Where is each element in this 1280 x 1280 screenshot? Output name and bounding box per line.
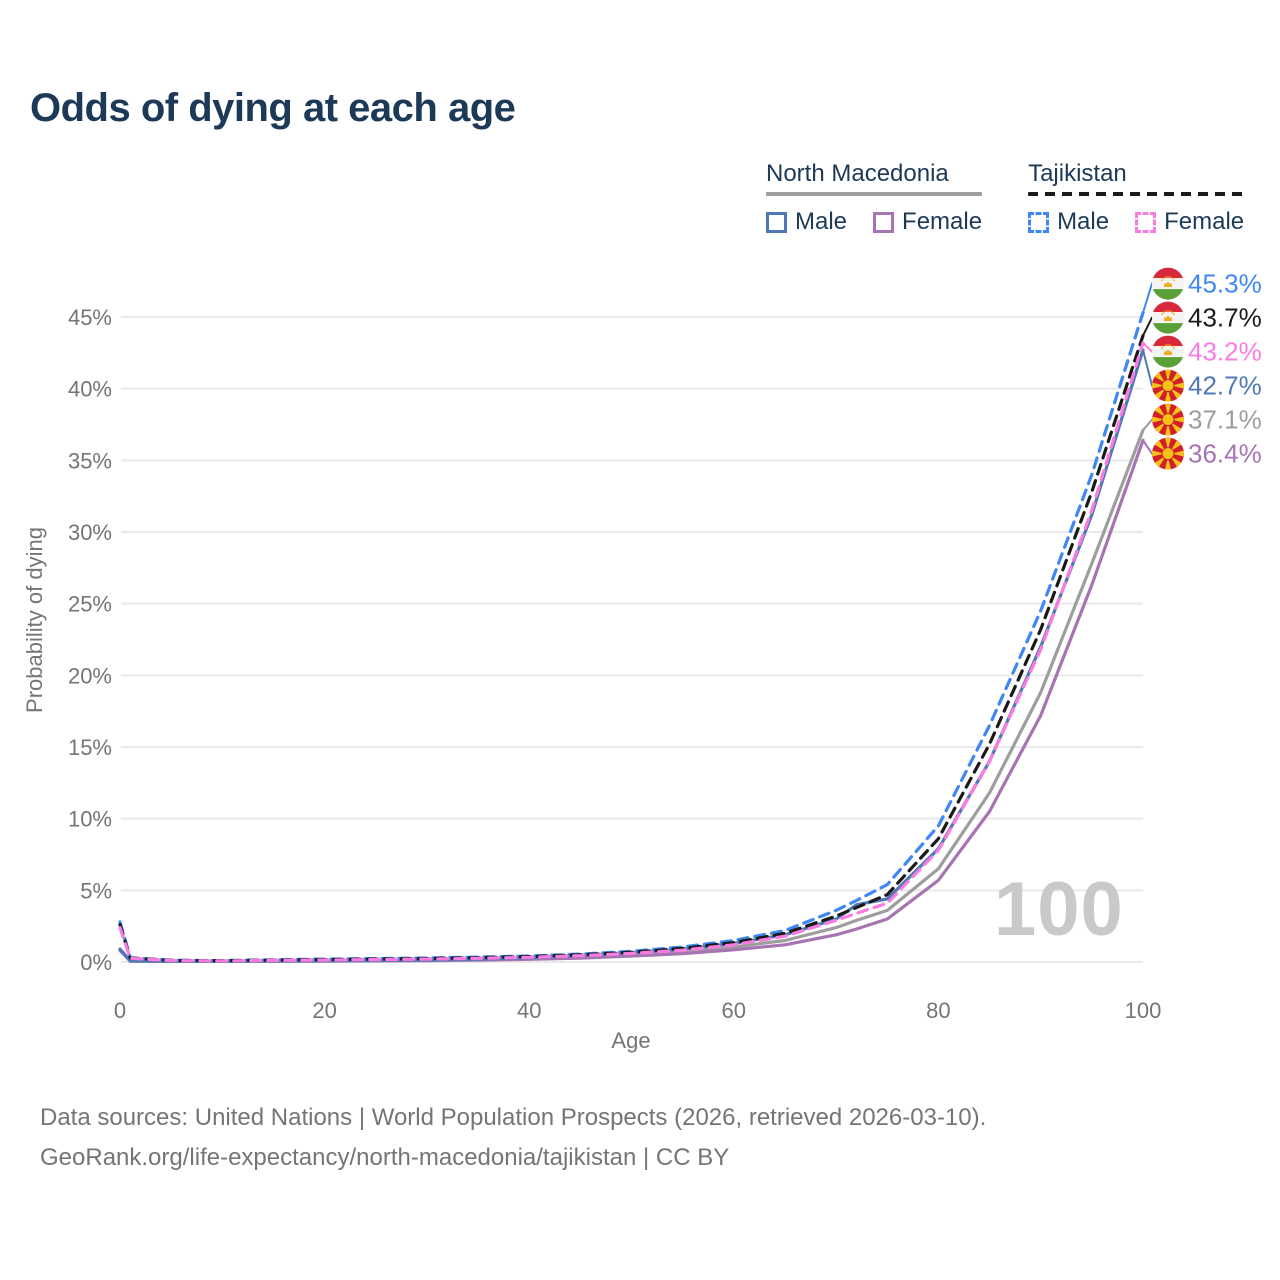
y-tick-label: 35% <box>68 448 112 473</box>
legend-item-tajikistan-female[interactable]: Female <box>1135 208 1244 236</box>
legend-item-north-macedonia-female[interactable]: Female <box>873 208 982 236</box>
legend-swatch-north-macedonia-female <box>873 211 895 233</box>
legend-item-label: Female <box>1164 208 1245 235</box>
y-tick-label: 10% <box>68 807 112 832</box>
y-axis-title: Probability of dying <box>22 527 47 713</box>
legend-line-style-north-macedonia <box>766 192 983 196</box>
flag-north-macedonia-icon <box>1152 437 1184 470</box>
gridlines: 0% 5% 10% 15% 20% 25% 30% 35% 40% 45% 0 20 40 60 80 100 <box>68 305 1161 1023</box>
end-value-label-north-macedonia-male: 42.7% <box>1188 371 1262 401</box>
page-title: Odds of dying at each age <box>30 86 516 130</box>
line-tajikistan-male[interactable] <box>118 311 1145 963</box>
x-tick-label: 20 <box>312 998 336 1023</box>
age-counter-watermark: 100 <box>994 867 1124 952</box>
source-line-1: Data sources: United Nations | World Pop… <box>40 1104 987 1131</box>
x-tick-label: 60 <box>722 998 746 1023</box>
x-tick-label: 100 <box>1125 998 1162 1023</box>
end-value-label-tajikistan-male: 45.3% <box>1188 269 1262 299</box>
line-tajikistan-female[interactable] <box>118 341 1145 963</box>
flag-tajikistan-icon <box>1152 301 1184 334</box>
data-source-note: Data sources: United Nations | World Pop… <box>40 1098 986 1178</box>
end-labels: 45.3% 43.7% 43.2% 42.7% 37.1% 36.4% <box>1142 267 1262 470</box>
legend-group-tajikistan: Tajikistan Male Female <box>1028 160 1245 236</box>
legend-item-label: Male <box>795 208 848 235</box>
legend: North Macedonia Male Female Tajikistan M… <box>766 160 1245 236</box>
legend-swatch-north-macedonia-male <box>766 211 787 233</box>
x-tick-label: 40 <box>517 998 541 1023</box>
line-north-macedonia-male[interactable] <box>118 348 1145 963</box>
flag-north-macedonia-icon <box>1152 369 1184 402</box>
legend-item-tajikistan-male[interactable]: Male <box>1028 208 1109 236</box>
x-axis-title: Age <box>611 1028 650 1053</box>
y-tick-label: 30% <box>68 520 112 545</box>
legend-swatch-tajikistan-female <box>1135 211 1157 233</box>
legend-swatch-tajikistan-male <box>1028 211 1050 233</box>
y-tick-label: 15% <box>68 735 112 760</box>
legend-item-north-macedonia-male[interactable]: Male <box>766 208 847 236</box>
y-tick-label: 45% <box>68 305 112 330</box>
end-value-label-north-macedonia-both-sexes: 37.1% <box>1188 405 1262 435</box>
y-tick-label: 20% <box>68 663 112 688</box>
legend-country-tajikistan[interactable]: Tajikistan <box>1028 160 1127 187</box>
flag-north-macedonia-icon <box>1152 403 1184 436</box>
y-tick-label: 5% <box>80 878 112 903</box>
legend-group-north-macedonia: North Macedonia Male Female <box>766 160 983 236</box>
legend-line-style-tajikistan <box>1028 192 1245 196</box>
x-tick-label: 0 <box>114 998 126 1023</box>
end-value-label-tajikistan-female: 43.2% <box>1188 337 1262 367</box>
x-tick-label: 80 <box>926 998 950 1023</box>
end-value-label-tajikistan-both-sexes: 43.7% <box>1188 303 1262 333</box>
y-tick-label: 25% <box>68 592 112 617</box>
legend-item-label: Male <box>1057 208 1110 235</box>
legend-country-north-macedonia[interactable]: North Macedonia <box>766 160 949 187</box>
series-lines <box>118 311 1145 964</box>
line-north-macedonia-female[interactable] <box>118 438 1145 964</box>
source-line-2: GeoRank.org/life-expectancy/north-macedo… <box>40 1144 730 1171</box>
legend-item-label: Female <box>902 208 983 235</box>
flag-tajikistan-icon <box>1152 267 1184 300</box>
flag-tajikistan-icon <box>1152 335 1184 368</box>
end-value-label-north-macedonia-female: 36.4% <box>1188 439 1262 469</box>
y-tick-label: 0% <box>80 950 112 975</box>
y-tick-label: 40% <box>68 377 112 402</box>
line-north-macedonia-both-sexes[interactable] <box>118 428 1145 964</box>
line-tajikistan-both-sexes[interactable] <box>118 334 1145 963</box>
